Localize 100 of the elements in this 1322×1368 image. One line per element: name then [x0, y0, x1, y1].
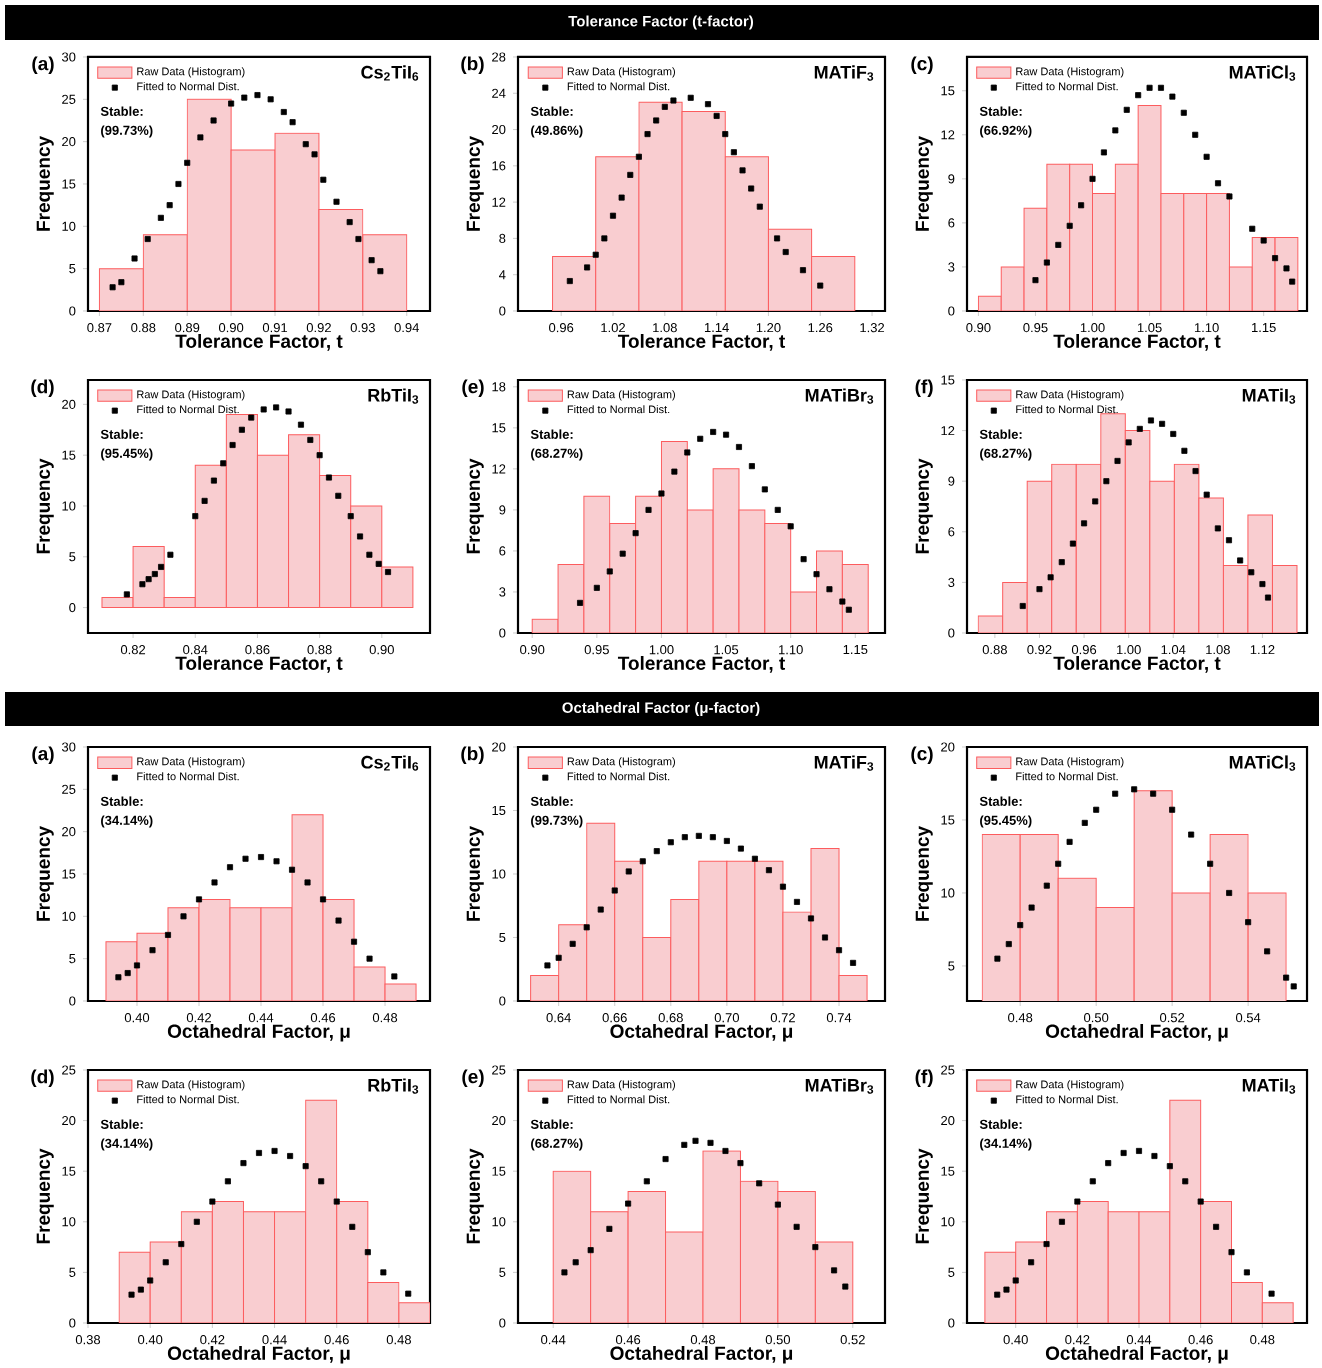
point	[1019, 602, 1026, 609]
y-tick-label: 10	[62, 1217, 76, 1227]
point	[118, 279, 125, 286]
y-tick-label: 0	[499, 628, 506, 638]
y-tick-label: 10	[941, 1217, 955, 1227]
x-tick-label: 0.44	[1126, 1335, 1152, 1345]
point	[842, 1283, 849, 1290]
point	[333, 198, 340, 205]
text: (b)	[461, 56, 484, 75]
y-tick-label: 0	[69, 1318, 76, 1328]
x-tick-label: 0.89	[175, 323, 200, 333]
x-tick-label: 1.10	[1194, 323, 1219, 333]
legend-label: Fitted to Normal Dist.	[137, 405, 239, 414]
point	[255, 1149, 262, 1156]
x-axis-title: Octahedral Factor, μ	[610, 1023, 793, 1042]
y-tick-label: 25	[62, 94, 76, 104]
x-tick-label: 0.52	[840, 1335, 865, 1345]
point	[774, 506, 781, 513]
x-tick-label: 0.50	[1084, 1013, 1109, 1023]
y-tick-label: 25	[941, 1065, 955, 1075]
point	[1092, 498, 1099, 505]
point	[653, 117, 660, 124]
x-tick-label: 0.95	[584, 645, 609, 655]
x-tick-label: 0.48	[1250, 1335, 1275, 1345]
x-tick-label: 0.46	[324, 1335, 349, 1345]
legend-label: Raw Data (Histogram)	[1016, 390, 1124, 401]
point	[220, 460, 227, 467]
point	[822, 934, 829, 941]
y-tick-label: 15	[941, 815, 955, 825]
y-tick-label: 3	[948, 577, 955, 587]
x-tick-label: 0.44	[541, 1335, 566, 1345]
point	[1248, 569, 1255, 576]
x-tick-label: 0.48	[690, 1335, 716, 1345]
annotation: Cs$_{2}$TiI$_{6}$	[361, 755, 419, 771]
point	[632, 530, 639, 537]
y-tick-label: 8	[499, 233, 506, 244]
y-tick-label: 20	[62, 399, 76, 409]
point	[737, 1160, 744, 1167]
point	[1125, 439, 1132, 446]
point	[366, 551, 373, 558]
point	[1245, 919, 1252, 926]
x-tick-label: 0.64	[546, 1013, 571, 1023]
point	[1032, 277, 1039, 284]
point	[625, 868, 632, 875]
y-tick-label: 30	[61, 742, 76, 752]
point	[707, 1139, 714, 1146]
annotation: Stable:	[979, 796, 1022, 806]
point	[197, 134, 204, 141]
x-tick-label: 0.48	[1008, 1013, 1033, 1023]
point	[748, 185, 755, 192]
y-tick-label: 15	[941, 1166, 955, 1176]
point	[320, 176, 327, 183]
point	[209, 1198, 216, 1205]
x-tick-label: 0.74	[826, 1013, 852, 1023]
annotation: MATiBr$_{3}$	[805, 388, 874, 404]
annotation: (34.14%)	[101, 1138, 153, 1151]
point	[572, 1259, 579, 1266]
x-tick-label: 0.92	[1027, 645, 1052, 655]
legend-label: Fitted to Normal Dist.	[567, 405, 670, 414]
x-tick-label: 0.48	[372, 1013, 398, 1023]
point	[1114, 457, 1121, 464]
x-tick-label: 0.90	[218, 323, 244, 333]
y-tick-label: 5	[948, 961, 955, 971]
point	[1081, 819, 1088, 826]
point	[1055, 860, 1062, 867]
x-tick-label: 0.40	[1003, 1335, 1028, 1345]
text: Tolerance Factor (t-factor)	[568, 15, 754, 30]
point	[644, 131, 651, 138]
point	[1043, 1241, 1050, 1248]
point	[158, 563, 165, 570]
point	[817, 282, 824, 289]
x-axis-title: Tolerance Factor, t	[617, 655, 786, 673]
y-tick-label: 5	[69, 1267, 76, 1277]
point	[779, 883, 786, 890]
point	[242, 855, 249, 862]
y-tick-label: 10	[941, 888, 955, 898]
y-tick-label: 10	[62, 911, 76, 921]
y-axis-title: Frequency	[915, 458, 933, 554]
point	[302, 141, 309, 148]
point	[1283, 265, 1290, 272]
point	[1213, 1223, 1220, 1230]
x-tick-label: 1.08	[1206, 645, 1230, 655]
point	[137, 1286, 144, 1293]
text: (f)	[915, 1069, 933, 1088]
point	[210, 477, 217, 484]
point	[307, 436, 314, 443]
x-tick-label: 0.42	[200, 1335, 225, 1345]
legend-label: Raw Data (Histogram)	[137, 67, 245, 78]
point	[627, 171, 634, 178]
point	[826, 586, 833, 593]
point	[1157, 84, 1164, 91]
y-tick-label: 0	[69, 306, 76, 316]
annotation: Stable:	[530, 796, 573, 806]
x-tick-label: 0.86	[245, 645, 270, 655]
y-tick-label: 5	[499, 1267, 506, 1277]
y-tick-label: 0	[69, 996, 76, 1006]
point	[145, 576, 152, 583]
point	[1136, 1147, 1143, 1154]
y-axis-title: Frequency	[466, 458, 484, 554]
x-tick-label: 0.40	[124, 1013, 150, 1023]
